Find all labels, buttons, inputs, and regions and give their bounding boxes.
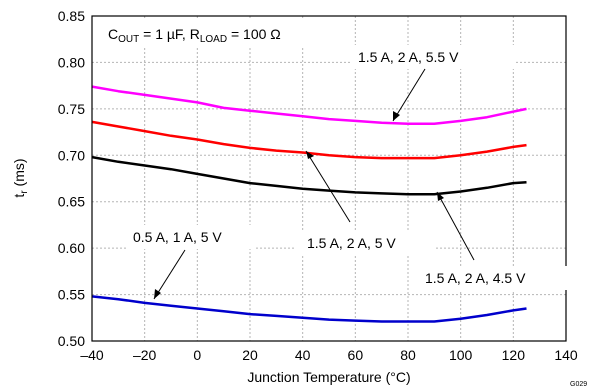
x-tick-label: 140 [554, 347, 578, 363]
x-tick-label: 120 [502, 347, 526, 363]
series-line-2 [91, 120, 527, 160]
y-tick-label: 0.65 [58, 194, 85, 210]
y-tick-label: 0.80 [58, 54, 85, 70]
annotations: 1.5 A, 2 A, 5.5 V 1.5 A, 2 A, 5 V 1.5 A,… [126, 45, 568, 300]
y-tick-label: 0.85 [58, 8, 85, 24]
annotation-series-4: 0.5 A, 1 A, 5 V [133, 229, 222, 245]
annotation-series-1: 1.5 A, 2 A, 5.5 V [358, 49, 459, 65]
figure-id: G029 [570, 381, 587, 388]
x-tick-label: 60 [348, 347, 364, 363]
condition-label-box [102, 20, 338, 46]
x-tick-label: –20 [133, 347, 157, 363]
annotation-2-bg [296, 231, 434, 255]
annotation-3-bg [418, 266, 568, 290]
series-lines [91, 85, 527, 323]
annotation-2-arrowhead [306, 151, 314, 159]
annotation-1-bg [350, 45, 516, 69]
plot-frame [91, 15, 567, 342]
y-tick-label: 0.75 [58, 101, 85, 117]
annotation-4-bg [126, 225, 256, 249]
series-line-1 [91, 85, 527, 125]
x-tick-label: 40 [295, 347, 311, 363]
series-line-3 [91, 155, 527, 196]
x-tick-label: 20 [242, 347, 258, 363]
y-tick-label: 0.70 [58, 147, 85, 163]
annotation-3-arrowhead [437, 192, 444, 201]
annotation-1-leader [392, 68, 426, 122]
x-tick-label: 80 [400, 347, 416, 363]
y-axis-label: tr (ms) [11, 158, 30, 197]
annotation-1-arrowhead [393, 111, 400, 121]
x-tick-label: 0 [193, 347, 201, 363]
annotation-series-2: 1.5 A, 2 A, 5 V [307, 235, 396, 251]
annotation-series-3: 1.5 A, 2 A, 4.5 V [425, 270, 526, 286]
annotation-4-leader [153, 249, 186, 300]
annotation-4-arrowhead [154, 289, 161, 299]
annotation-2-leader [305, 150, 351, 223]
annotation-3-leader [436, 191, 475, 261]
condition-label: COUT = 1 µF, RLOAD = 100 Ω [108, 26, 281, 45]
y-tick-label: 0.55 [58, 287, 85, 303]
x-tick-label: –40 [80, 347, 104, 363]
series-line-4 [91, 295, 527, 323]
x-tick-labels: –40 –20 0 20 40 60 80 100 120 140 [80, 347, 578, 363]
y-tick-label: 0.50 [58, 333, 85, 349]
y-tick-labels: 0.50 0.55 0.60 0.65 0.70 0.75 0.80 0.85 [58, 8, 85, 349]
x-axis-label: Junction Temperature (°C) [247, 369, 410, 385]
x-tick-label: 100 [449, 347, 473, 363]
y-tick-label: 0.60 [58, 240, 85, 256]
